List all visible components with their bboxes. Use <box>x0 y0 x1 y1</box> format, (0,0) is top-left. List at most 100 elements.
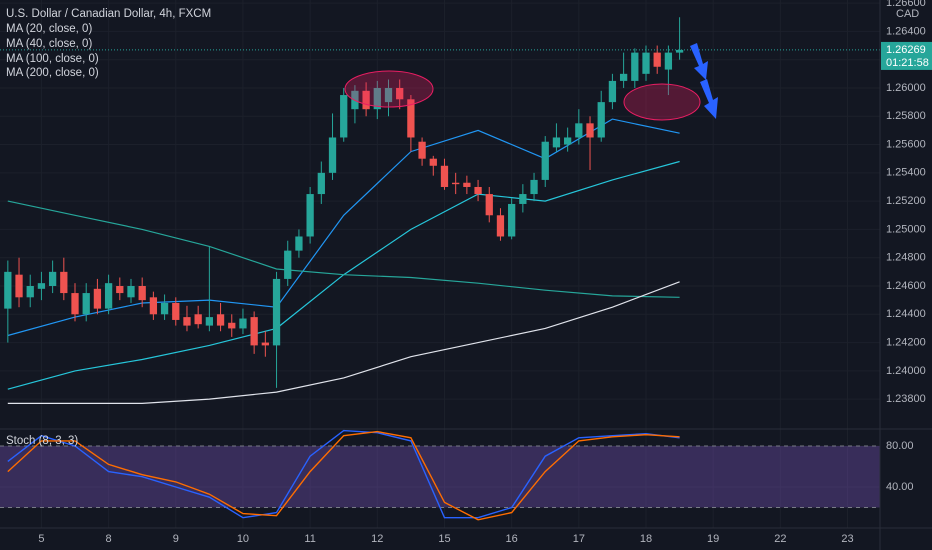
candle-body <box>127 285 135 298</box>
candle-body <box>26 285 34 298</box>
y-tick-label: 1.25000 <box>886 223 926 235</box>
indicator-label: MA (20, close, 0) <box>6 23 92 35</box>
candle-body <box>407 99 415 138</box>
indicator-line <box>7 281 680 404</box>
x-tick-label: 9 <box>173 533 179 545</box>
candle-body <box>183 317 191 326</box>
x-tick-label: 18 <box>640 533 652 545</box>
candle-body <box>631 52 639 81</box>
candle-body <box>250 317 258 346</box>
indicator-label: Stoch (8, 3, 3) <box>6 435 78 447</box>
candle-body <box>104 283 113 309</box>
candle-body <box>496 215 505 237</box>
candle-body <box>384 87 393 103</box>
candle-body <box>653 52 661 67</box>
candle-body <box>664 52 673 70</box>
candle-body <box>485 194 493 216</box>
candle-body <box>597 102 605 138</box>
candle-body <box>519 194 527 204</box>
candle-body <box>261 342 269 346</box>
candle-body <box>396 87 404 100</box>
indicator-line <box>7 430 680 521</box>
candle-body <box>93 288 102 309</box>
highlight-ellipse <box>623 83 701 121</box>
candle-body <box>530 179 538 195</box>
indicator-line <box>7 429 680 519</box>
candle-body <box>373 87 381 110</box>
y-tick-label: 1.26600 <box>886 0 926 9</box>
x-tick-label: 15 <box>438 533 450 545</box>
y-tick-label: 1.24800 <box>886 252 926 264</box>
candle-body <box>642 52 650 74</box>
candle-body <box>608 80 617 103</box>
plot <box>0 17 880 521</box>
y-tick-label: 1.26000 <box>886 82 926 94</box>
candle-body <box>172 302 180 320</box>
y-tick-label: 1.24400 <box>886 308 926 320</box>
candle-body <box>328 137 337 173</box>
candle-body <box>575 123 583 138</box>
last-price-tag <box>881 41 932 70</box>
y-tick-label: 80.00 <box>886 440 914 452</box>
candle-body <box>239 318 247 329</box>
indicator-label: MA (40, close, 0) <box>6 38 92 50</box>
x-tick-label: 22 <box>774 533 786 545</box>
countdown-label: 01:21:58 <box>886 57 929 69</box>
band-fill <box>0 445 880 508</box>
candle-body <box>340 95 348 138</box>
arrow <box>700 79 718 119</box>
candle-body <box>48 271 57 286</box>
x-tick-label: 17 <box>573 533 585 545</box>
arrows <box>690 43 718 119</box>
candle-body <box>418 141 426 159</box>
candle-body <box>474 186 482 195</box>
candle-body <box>508 203 516 237</box>
indicator-label: MA (200, close, 0) <box>6 67 99 79</box>
candle-body <box>463 182 471 187</box>
grid <box>0 0 880 528</box>
candle-body <box>295 236 303 251</box>
candle-body <box>429 158 437 166</box>
candle-body <box>452 182 460 185</box>
candle-body <box>362 90 370 110</box>
x-tick-label: 5 <box>38 533 44 545</box>
candle-body <box>552 137 561 148</box>
x-tick-label: 19 <box>707 533 719 545</box>
y-tick-label: 1.25400 <box>886 167 926 179</box>
y-tick-label: 1.26400 <box>886 25 926 37</box>
candle-body <box>160 302 169 315</box>
candle-body <box>272 278 281 346</box>
y-tick-label: 40.00 <box>886 481 914 493</box>
currency-label: CAD <box>896 8 919 20</box>
y-tick-label: 1.23800 <box>886 393 926 405</box>
candle-body <box>37 283 46 289</box>
x-tick-label: 12 <box>371 533 383 545</box>
y-tick-label: 1.24600 <box>886 280 926 292</box>
candle-body <box>541 141 549 180</box>
candle-body <box>619 73 628 81</box>
axes: 5 8 9 10 11 12 15 16 17 18 19 22 23 1.23800 1.24000 1.2… <box>38 0 932 545</box>
x-tick-label: 16 <box>506 533 518 545</box>
candle-body <box>440 165 449 187</box>
candle-body <box>194 314 202 325</box>
candle-body <box>284 250 292 279</box>
y-tick-label: 1.24200 <box>886 336 926 348</box>
candle-body <box>4 271 12 309</box>
y-tick-label: 1.25800 <box>886 110 926 122</box>
x-tick-label: 11 <box>304 533 315 545</box>
candle-body <box>586 123 594 138</box>
highlight-ellipse <box>344 70 434 108</box>
x-tick-label: 23 <box>841 533 853 545</box>
candle-body <box>306 194 314 237</box>
candle-body <box>138 285 146 301</box>
y-tick-label: 1.24000 <box>886 365 926 377</box>
candle-body <box>60 271 68 294</box>
x-tick-label: 10 <box>237 533 249 545</box>
arrow <box>690 43 708 80</box>
candle-body <box>205 317 214 326</box>
candle-body <box>15 274 23 298</box>
candle-body <box>317 172 325 195</box>
candle-body <box>675 49 684 53</box>
